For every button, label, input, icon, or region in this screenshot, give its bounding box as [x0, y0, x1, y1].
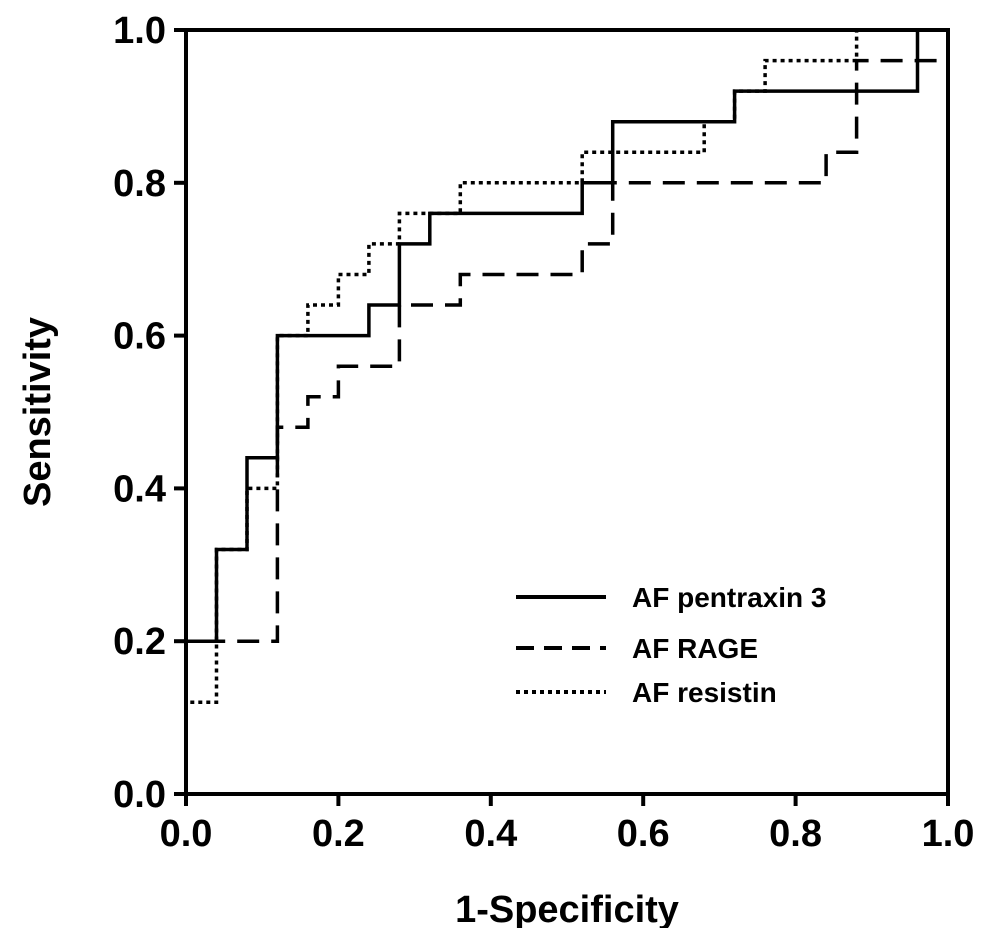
legend-label-rage: AF RAGE [632, 633, 758, 664]
y-tick-label: 0.2 [113, 621, 166, 663]
y-tick-label: 0.6 [113, 316, 166, 358]
series-layer [184, 28, 948, 794]
ticks-layer: 0.0 0.2 0.4 0.6 0.8 1.0 0.0 0.2 0.4 0.6 0.8 1.0 [113, 10, 974, 855]
x-tick-label: 0.8 [769, 813, 822, 855]
series-line-dashed [184, 58, 948, 794]
x-tick-label: 0.4 [464, 813, 517, 855]
legend-label-resistin: AF resistin [632, 677, 777, 708]
legend-label-pentraxin: AF pentraxin 3 [632, 582, 826, 613]
y-axis-title: Sensitivity [17, 317, 59, 507]
y-tick-label: 1.0 [113, 10, 166, 52]
x-tick-label: 0.0 [160, 813, 213, 855]
series-line-solid [184, 28, 948, 794]
x-tick-label: 1.0 [922, 813, 975, 855]
x-tick-label: 0.6 [617, 813, 670, 855]
y-tick-label: 0.0 [113, 774, 166, 816]
legend: AF pentraxin 3 AF RAGE AF resistin [516, 582, 826, 708]
x-tick-label: 0.2 [312, 813, 365, 855]
series-line-dotted [184, 28, 948, 794]
y-tick-label: 0.8 [113, 163, 166, 205]
plot-frame [184, 28, 950, 796]
x-axis-title: 1-Specificity [455, 889, 679, 928]
y-tick-label: 0.4 [113, 468, 166, 510]
